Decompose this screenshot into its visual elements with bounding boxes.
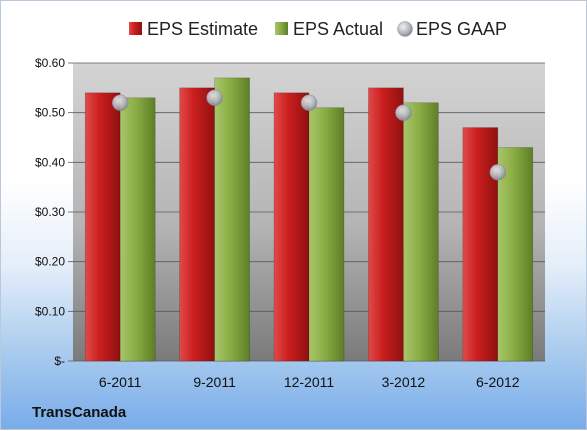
x-tick-label-6-2011: 6-2011 xyxy=(99,374,142,390)
bar-eps-actual-6-2012 xyxy=(497,147,534,362)
legend-label-eps-actual: EPS Actual xyxy=(293,19,383,39)
y-tick-label: $0.10 xyxy=(35,304,65,318)
marker-eps-gaap-6-2011 xyxy=(111,94,129,111)
bar-eps-estimate-3-2012 xyxy=(368,87,404,362)
x-tick-label-12-2011: 12-2011 xyxy=(284,374,335,390)
y-axis: $- $0.10 $0.20 $0.30 $0.40 $0.50 $0.60 xyxy=(35,56,73,368)
legend-swatch-eps-actual xyxy=(275,22,288,35)
x-tick-label-9-2011: 9-2011 xyxy=(193,374,236,390)
bar-eps-actual-9-2011 xyxy=(214,77,250,362)
x-tick-label-3-2012: 3-2012 xyxy=(382,374,426,390)
legend-label-eps-gaap: EPS GAAP xyxy=(416,19,507,39)
y-tick-label: $- xyxy=(54,354,65,368)
bar-eps-actual-12-2011 xyxy=(308,107,345,362)
gaap-markers xyxy=(111,89,507,181)
legend-swatch-eps-gaap xyxy=(397,21,413,37)
y-tick-label: $0.30 xyxy=(35,205,65,219)
bar-eps-estimate-6-2011 xyxy=(84,92,121,362)
x-axis: 6-2011 9-2011 12-2011 3-2012 6-2012 xyxy=(99,374,520,390)
company-label: TransCanada xyxy=(32,404,127,421)
bar-eps-estimate-6-2012 xyxy=(462,127,499,362)
y-tick-label: $0.20 xyxy=(35,255,65,269)
y-tick-label: $0.60 xyxy=(35,56,65,70)
legend-label-eps-estimate: EPS Estimate xyxy=(147,19,258,39)
bars xyxy=(84,77,534,362)
marker-eps-gaap-3-2012 xyxy=(395,104,412,121)
bar-eps-actual-6-2011 xyxy=(119,97,156,362)
legend: EPS Estimate EPS Actual EPS GAAP xyxy=(129,19,507,39)
y-tick-label: $0.50 xyxy=(35,106,65,120)
bar-eps-estimate-12-2011 xyxy=(273,92,310,362)
x-tick-label-6-2012: 6-2012 xyxy=(476,374,520,390)
legend-swatch-eps-estimate xyxy=(129,22,142,35)
bar-eps-estimate-9-2011 xyxy=(179,87,215,362)
marker-eps-gaap-12-2011 xyxy=(300,94,318,111)
bar-eps-actual-3-2012 xyxy=(403,102,439,362)
y-tick-label: $0.40 xyxy=(35,155,65,169)
marker-eps-gaap-9-2011 xyxy=(206,89,223,107)
marker-eps-gaap-6-2012 xyxy=(489,164,507,181)
